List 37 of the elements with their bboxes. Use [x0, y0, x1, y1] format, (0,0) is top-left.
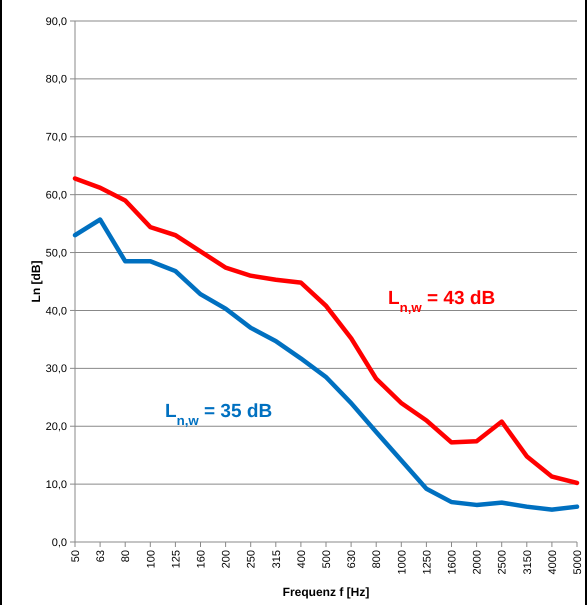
y-tick-label: 90,0: [46, 16, 67, 28]
x-tick-label: 1250: [421, 550, 434, 574]
annotation: L$_{n,w}$ = 35 dB: [165, 401, 272, 428]
x-tick-label: 1000: [396, 550, 408, 574]
annotation: L$_{n,w}$ = 43 dB: [388, 288, 496, 314]
x-tick-label: 500: [321, 550, 333, 568]
y-tick-label: 20,0: [46, 421, 67, 434]
x-tick-label: 2000: [472, 550, 484, 574]
x-tick-label: 5000: [572, 550, 584, 574]
x-tick-label: 100: [145, 550, 158, 568]
x-tick-label: 1600: [446, 550, 458, 574]
x-tick-label: 80: [120, 550, 132, 562]
x-tick-label: 63: [95, 550, 108, 562]
y-tick-label: 40,0: [46, 305, 67, 318]
x-tick-label: 2500: [496, 550, 509, 574]
y-tick-label: 80,0: [46, 74, 67, 86]
y-tick-label: 70,0: [46, 132, 67, 144]
x-tick-label: 160: [196, 550, 208, 568]
x-tick-label: 3150: [522, 550, 534, 574]
x-tick-label: 250: [246, 550, 258, 568]
x-tick-label: 50: [70, 550, 82, 562]
y-tick-label: 50,0: [46, 247, 67, 260]
x-axis-title: Frequenz f [Hz]: [282, 585, 370, 599]
line-series: [72, 176, 580, 486]
y-tick-label: 60,0: [46, 190, 67, 202]
x-tick-label: 125: [170, 550, 182, 568]
x-tick-label: 315: [270, 550, 283, 568]
x-tick-label: 400: [296, 550, 308, 568]
x-tick-label: 200: [220, 550, 233, 568]
y-axis-title: Ln [dB]: [29, 260, 43, 302]
x-tick-label: 4000: [546, 550, 559, 574]
y-tick-label: 30,0: [46, 363, 67, 376]
y-tick-label: 0,0: [52, 536, 67, 549]
y-tick-label: 10,0: [46, 478, 67, 491]
x-tick-label: 630: [346, 550, 358, 568]
x-tick-label: 800: [371, 550, 384, 568]
line-series: [72, 217, 580, 512]
